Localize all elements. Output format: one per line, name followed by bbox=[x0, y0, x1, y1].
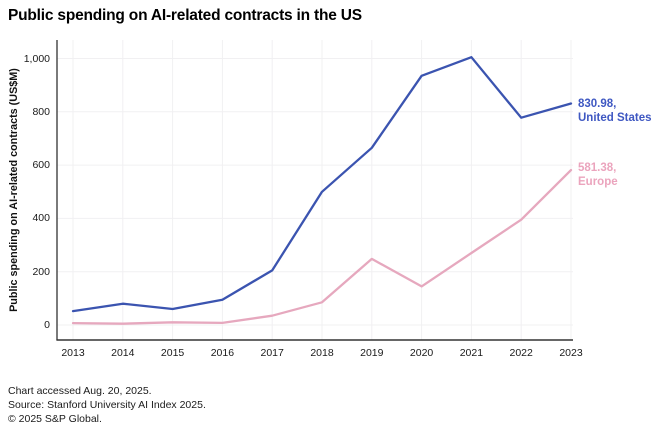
y-tick-label: 1,000 bbox=[23, 52, 50, 65]
y-tick-label: 600 bbox=[32, 159, 50, 172]
y-tick-label: 400 bbox=[32, 212, 50, 225]
united-states-line bbox=[71, 56, 573, 313]
united-states-end-value: 830.98, bbox=[578, 98, 617, 110]
x-tick-label: 2023 bbox=[559, 347, 583, 359]
y-tick-label: 0 bbox=[44, 319, 50, 331]
x-tick-label: 2016 bbox=[210, 347, 235, 359]
x-tick-label: 2019 bbox=[360, 347, 384, 359]
footer-source: Source: Stanford University AI Index 202… bbox=[8, 399, 206, 411]
horizontal-gridlines bbox=[57, 58, 573, 326]
footer-notes: Chart accessed Aug. 20, 2025. Source: St… bbox=[8, 384, 206, 426]
europe-end-label: 581.38, Europe bbox=[578, 161, 618, 189]
x-tick-label: 2017 bbox=[260, 347, 284, 359]
europe-line bbox=[71, 168, 573, 325]
y-tick-label: 200 bbox=[32, 265, 50, 278]
x-tick-label: 2018 bbox=[310, 347, 334, 359]
y-tick-label: 800 bbox=[32, 105, 50, 118]
x-tick-label: 2021 bbox=[459, 347, 484, 359]
europe-end-value: 581.38, bbox=[578, 162, 617, 174]
y-axis-title: Public spending on AI-related contracts … bbox=[8, 68, 20, 312]
x-tick-label: 2014 bbox=[111, 347, 135, 359]
united-states-end-label: 830.98, United States bbox=[578, 97, 652, 125]
x-tick-label: 2020 bbox=[409, 347, 434, 359]
europe-end-name: Europe bbox=[578, 176, 618, 188]
x-tick-label: 2022 bbox=[509, 347, 533, 359]
footer-accessed: Chart accessed Aug. 20, 2025. bbox=[8, 385, 152, 397]
chart-title: Public spending on AI-related contracts … bbox=[8, 7, 362, 24]
x-tick-label: 2013 bbox=[61, 347, 85, 359]
vertical-gridlines bbox=[72, 40, 572, 340]
x-tick-label: 2015 bbox=[160, 347, 185, 359]
footer-copyright: © 2025 S&P Global. bbox=[8, 413, 102, 425]
united-states-end-name: United States bbox=[578, 112, 652, 124]
